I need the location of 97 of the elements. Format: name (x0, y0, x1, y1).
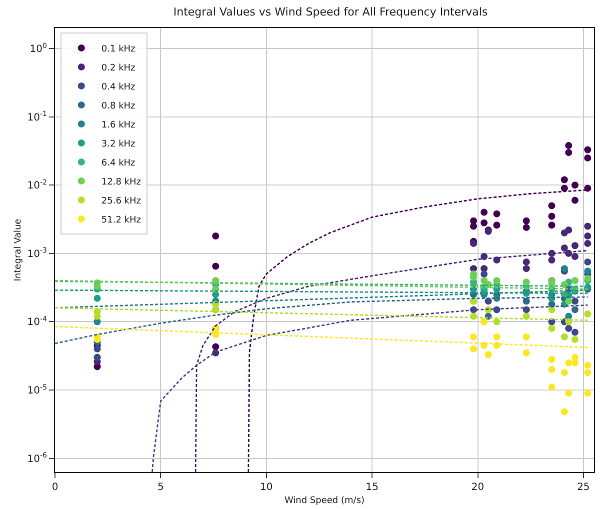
point (212, 232, 220, 240)
point (470, 222, 478, 230)
point (522, 217, 530, 224)
y-tick-label: 10$^{0}$ (30, 42, 47, 56)
x-tick-label: 20 (471, 482, 484, 493)
point (480, 208, 488, 216)
point (522, 224, 530, 231)
legend-label: 51.2 kHz (101, 215, 142, 226)
point (470, 345, 478, 352)
point (571, 277, 578, 284)
point (212, 343, 220, 350)
x-axis-title: Wind Speed (m/s) (284, 496, 365, 506)
point (212, 262, 220, 270)
y-tick-label: 10$^{-4}$ (27, 315, 48, 328)
point (571, 242, 578, 250)
point (548, 356, 556, 363)
legend-label: 25.6 kHz (101, 196, 142, 206)
legend-label: 12.8 kHz (101, 177, 142, 188)
point (565, 324, 572, 332)
point (522, 298, 530, 305)
point (548, 222, 556, 229)
legend-label: 0.2 kHz (101, 63, 136, 74)
legend-label: 0.4 kHz (101, 82, 136, 92)
point (548, 212, 556, 220)
legend-label: 6.4 kHz (101, 158, 136, 168)
y-tick-label: 10$^{-1}$ (27, 110, 47, 124)
point (571, 196, 578, 204)
point (480, 219, 488, 226)
point (560, 265, 568, 272)
point (565, 359, 572, 366)
x-tick-label: 15 (366, 482, 378, 493)
legend-label: 3.2 kHz (101, 139, 136, 150)
point (522, 349, 530, 356)
x-tick-label: 10 (260, 482, 273, 493)
point (560, 408, 568, 416)
point (584, 268, 592, 275)
legend-label: 0.1 kHz (101, 44, 136, 54)
point (548, 366, 556, 373)
point (480, 277, 488, 284)
point (565, 390, 572, 397)
point (94, 345, 101, 352)
point (560, 184, 568, 192)
point (493, 210, 500, 218)
point (571, 359, 578, 366)
legend-label: 1.6 kHz (101, 120, 136, 130)
point (548, 384, 556, 391)
x-tick-label: 0 (52, 482, 58, 493)
point (493, 277, 500, 284)
y-tick-label: 10$^{-3}$ (27, 246, 47, 260)
point (484, 351, 492, 358)
point (548, 256, 556, 264)
point (560, 369, 568, 376)
point (493, 333, 500, 340)
point (522, 265, 530, 272)
point (571, 328, 578, 336)
point (94, 294, 101, 302)
point (522, 278, 530, 286)
point (584, 310, 592, 318)
point (584, 390, 592, 397)
point (493, 318, 500, 326)
point (584, 222, 592, 230)
point (571, 253, 578, 260)
point (522, 258, 530, 266)
point (571, 306, 578, 314)
point (522, 333, 530, 340)
point (584, 232, 592, 240)
y-tick-label: 10$^{-2}$ (27, 178, 47, 192)
point (584, 362, 592, 369)
point (565, 149, 572, 156)
point (548, 324, 556, 332)
point (470, 333, 478, 340)
point (571, 298, 578, 305)
y-tick-label: 10$^{-6}$ (27, 452, 48, 465)
chart-title: Integral Values vs Wind Speed for All Frequency Intervals (173, 5, 488, 18)
x-tick-label: 5 (158, 482, 164, 493)
point (480, 270, 488, 278)
legend-label: 0.8 kHz (101, 101, 136, 112)
point (584, 146, 592, 154)
point (560, 176, 568, 184)
point (584, 240, 592, 247)
point (565, 298, 572, 305)
y-tick-label: 10$^{-5}$ (27, 383, 47, 397)
point (571, 336, 578, 343)
y-axis-title: Integral Value (14, 218, 24, 282)
point (565, 142, 572, 150)
point (548, 202, 556, 210)
point (584, 154, 592, 162)
point (560, 244, 568, 252)
point (560, 333, 568, 340)
x-tick-label: 25 (577, 482, 590, 493)
point (584, 369, 592, 376)
point (584, 184, 592, 192)
point (584, 258, 592, 266)
point (571, 182, 578, 189)
point (565, 226, 572, 234)
point (493, 222, 500, 229)
point (584, 274, 592, 282)
